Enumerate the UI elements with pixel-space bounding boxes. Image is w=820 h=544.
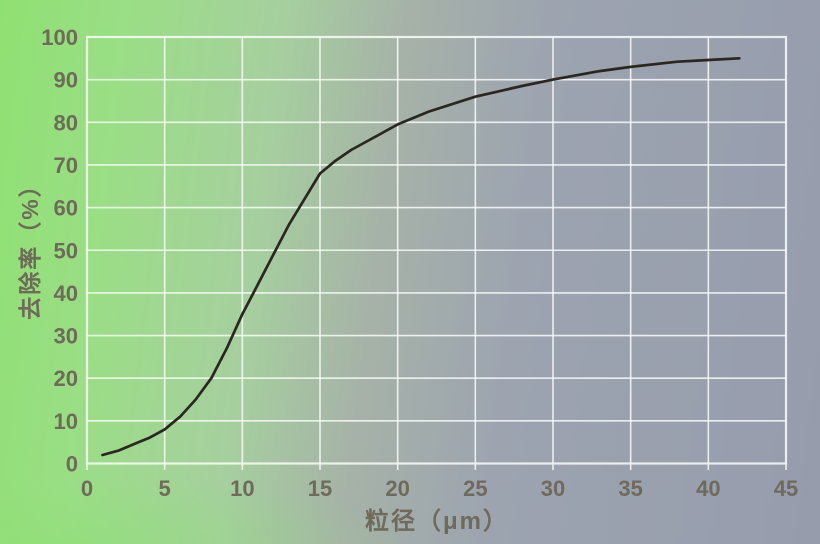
plot-border [85, 35, 788, 465]
x-tick-label: 10 [230, 476, 254, 501]
y-tick-label: 60 [54, 196, 78, 221]
x-tick-label: 15 [308, 476, 332, 501]
x-tick-label: 25 [463, 476, 487, 501]
x-tick-label: 30 [541, 476, 565, 501]
y-tick-label: 50 [54, 238, 78, 263]
y-tick-label: 30 [54, 324, 78, 349]
x-tick-label: 20 [385, 476, 409, 501]
y-tick-label: 40 [54, 281, 78, 306]
x-tick-label: 5 [159, 476, 171, 501]
x-axis-title: 粒径（μm） [364, 508, 510, 535]
x-tick-label: 35 [618, 476, 642, 501]
y-tick-label: 20 [54, 366, 78, 391]
x-tick-label: 45 [774, 476, 798, 501]
y-tick-label: 10 [54, 409, 78, 434]
y-tick-label: 90 [54, 68, 78, 93]
y-tick-label: 70 [54, 153, 78, 178]
x-tick-label: 0 [81, 476, 93, 501]
y-tick-label: 80 [54, 110, 78, 135]
x-tick-label: 40 [696, 476, 720, 501]
y-tick-label: 100 [41, 25, 78, 50]
y-tick-label: 0 [66, 452, 78, 477]
removal-rate-curve [101, 56, 741, 457]
y-axis-title: 去除率（%） [17, 172, 43, 320]
